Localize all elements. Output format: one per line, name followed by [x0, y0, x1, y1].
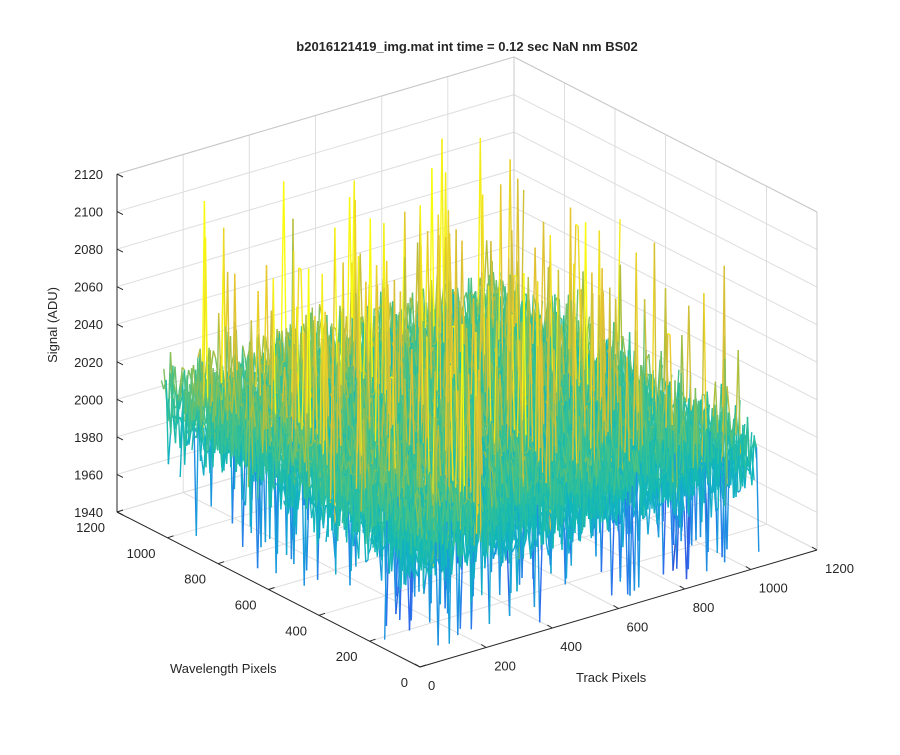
surface-segment [284, 181, 286, 331]
surface-segment [404, 376, 406, 377]
surface-segment [560, 318, 562, 319]
surface-segment [466, 325, 468, 326]
surface-segment [211, 439, 213, 440]
surface-segment [213, 351, 215, 358]
surface-layer [161, 138, 758, 646]
surface-segment [347, 197, 349, 350]
surface-segment [351, 366, 353, 367]
surface-segment [189, 370, 191, 378]
surface-segment [283, 361, 285, 362]
